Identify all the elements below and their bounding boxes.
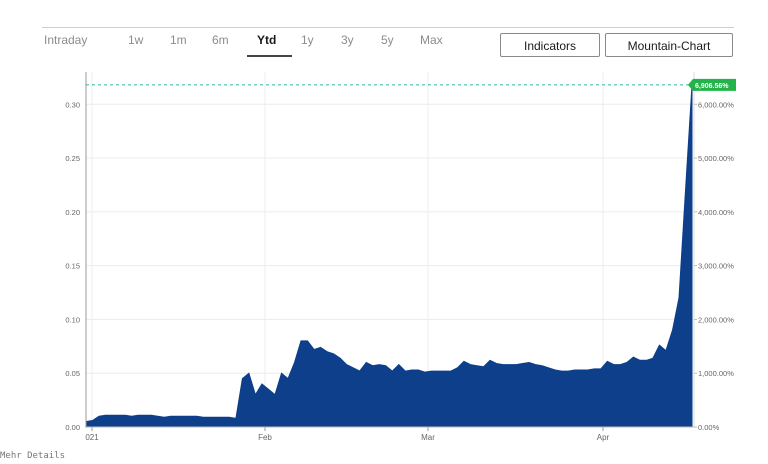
y-left-tick: 0.25 — [65, 154, 80, 163]
tab-5y[interactable]: 5y — [381, 33, 394, 47]
y-left-tick: 0.15 — [65, 262, 80, 271]
more-details-link[interactable]: Mehr Details — [0, 451, 66, 461]
indicators-button[interactable]: Indicators — [500, 33, 600, 57]
y-right-tick: 4,000.00% — [698, 208, 734, 217]
chart-type-button[interactable]: Mountain-Chart — [605, 33, 733, 57]
tab-6m[interactable]: 6m — [212, 33, 229, 47]
y-left-tick: 0.05 — [65, 369, 80, 378]
tab-1m[interactable]: 1m — [170, 33, 187, 47]
x-tick-label: Feb — [258, 433, 272, 442]
y-right-tick: 3,000.00% — [698, 262, 734, 271]
y-right-tick: 6,000.00% — [698, 100, 734, 109]
x-tick-label: Apr — [597, 433, 610, 442]
tab-1y[interactable]: 1y — [301, 33, 314, 47]
y-right-tick: 5,000.00% — [698, 154, 734, 163]
tab-1w[interactable]: 1w — [128, 33, 144, 47]
x-tick-label: 021 — [85, 433, 99, 442]
series-area — [85, 84, 693, 428]
chart-axes — [85, 72, 697, 431]
y-right-tick: 1,000.00% — [698, 369, 734, 378]
tab-intraday[interactable]: Intraday — [44, 33, 88, 47]
y-left-tick: 0.00 — [65, 423, 80, 432]
x-tick-label: Mar — [421, 433, 435, 442]
price-chart: 0.00 0.00% 0.05 1,000.00% 0.10 2,000.00% 0.15 3… — [65, 72, 736, 442]
chart-labels: 0.00 0.00% 0.05 1,000.00% 0.10 2,000.00% 0.15 3… — [65, 78, 736, 442]
y-left-tick: 0.20 — [65, 208, 80, 217]
last-value-badge — [688, 78, 736, 91]
y-left-tick: 0.30 — [65, 100, 80, 109]
tab-ytd[interactable]: Ytd — [246, 33, 293, 57]
y-right-tick: 0.00% — [698, 423, 720, 432]
y-right-tick: 2,000.00% — [698, 315, 734, 324]
tab-max[interactable]: Max — [420, 33, 443, 47]
price-area — [85, 84, 693, 428]
last-value-label: 6,906.56% — [695, 83, 729, 90]
tab-3y[interactable]: 3y — [341, 33, 354, 47]
y-left-tick: 0.10 — [65, 315, 80, 324]
header-divider — [42, 27, 734, 28]
